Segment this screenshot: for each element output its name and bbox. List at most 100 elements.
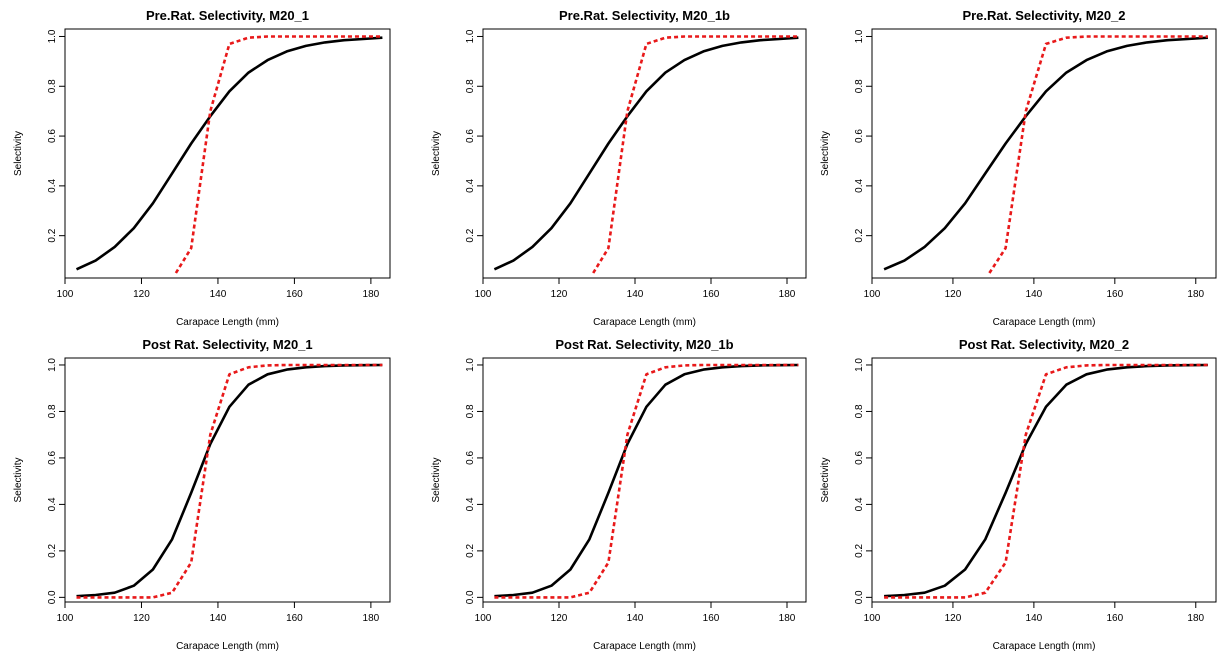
series-line-black-solid bbox=[493, 36, 799, 271]
y-tick-label: 0.2 bbox=[854, 543, 865, 557]
y-tick-label: 0.8 bbox=[854, 404, 865, 418]
y-tick-label: 0.2 bbox=[47, 543, 58, 557]
panel-title: Post Rat. Selectivity, M20_2 bbox=[959, 337, 1129, 352]
x-tick-label: 100 bbox=[57, 289, 74, 300]
x-tick-label: 120 bbox=[945, 289, 962, 300]
x-tick-label: 120 bbox=[133, 289, 150, 300]
x-tick-label: 120 bbox=[133, 613, 150, 624]
y-tick-label: 0.6 bbox=[854, 451, 865, 465]
x-tick-label: 180 bbox=[779, 613, 796, 624]
x-tick-label: 100 bbox=[475, 289, 492, 300]
panel-1: Pre.Rat. Selectivity, M20_1 100 120 140 160 1… bbox=[13, 8, 391, 328]
y-tick-label: 0.8 bbox=[854, 79, 865, 93]
x-tick-label: 140 bbox=[1026, 289, 1043, 300]
x-tick-label: 100 bbox=[57, 613, 74, 624]
x-tick-label: 100 bbox=[475, 613, 492, 624]
x-tick-label: 100 bbox=[864, 289, 881, 300]
y-tick-label: 0.8 bbox=[465, 404, 476, 418]
x-tick-label: 120 bbox=[551, 289, 568, 300]
x-axis-label: Carapace Length (mm) bbox=[593, 641, 696, 652]
y-tick-label: 0.4 bbox=[465, 497, 476, 511]
plot-frame bbox=[482, 357, 807, 603]
y-tick-label: 0.6 bbox=[47, 129, 58, 143]
y-tick-label: 0.6 bbox=[465, 129, 476, 143]
series-line-black-solid bbox=[883, 36, 1208, 271]
x-tick-label: 120 bbox=[945, 613, 962, 624]
series-line-black-solid bbox=[884, 363, 1208, 598]
y-tick-label: 0.0 bbox=[854, 590, 865, 604]
panel-2: Pre.Rat. Selectivity, M20_1b 100 120 140 160… bbox=[431, 8, 807, 328]
y-tick-label: 1.0 bbox=[854, 29, 865, 43]
x-tick-label: 180 bbox=[1187, 613, 1204, 624]
series-line-red-dashed bbox=[592, 35, 799, 274]
y-tick-label: 0.8 bbox=[47, 404, 58, 418]
x-tick-label: 100 bbox=[864, 613, 881, 624]
x-tick-label: 140 bbox=[627, 289, 644, 300]
x-axis-label: Carapace Length (mm) bbox=[176, 641, 279, 652]
plot-frame bbox=[64, 28, 391, 279]
y-tick-label: 1.0 bbox=[47, 29, 58, 43]
y-tick-label: 0.6 bbox=[47, 451, 58, 465]
y-tick-label: 0.6 bbox=[465, 451, 476, 465]
x-tick-label: 160 bbox=[1106, 289, 1123, 300]
y-tick-label: 1.0 bbox=[465, 29, 476, 43]
x-tick-label: 160 bbox=[703, 613, 720, 624]
x-axis-label: Carapace Length (mm) bbox=[993, 641, 1096, 652]
series-line-black-solid bbox=[75, 36, 383, 271]
y-tick-label: 0.4 bbox=[854, 178, 865, 192]
x-axis-label: Carapace Length (mm) bbox=[176, 317, 279, 328]
y-tick-label: 0.4 bbox=[465, 178, 476, 192]
series-line-red-dashed bbox=[174, 35, 383, 274]
series-line-red-dashed bbox=[76, 363, 383, 599]
y-tick-label: 0.0 bbox=[47, 590, 58, 604]
x-tick-label: 160 bbox=[286, 613, 303, 624]
y-tick-label: 0.8 bbox=[465, 79, 476, 93]
series-line-black-solid bbox=[494, 363, 799, 598]
x-tick-label: 180 bbox=[363, 289, 380, 300]
y-tick-label: 1.0 bbox=[465, 358, 476, 372]
y-tick-label: 0.2 bbox=[854, 228, 865, 242]
y-axis-label: Selectivity bbox=[820, 131, 831, 176]
series-line-red-dashed bbox=[494, 363, 799, 599]
y-tick-label: 0.2 bbox=[465, 543, 476, 557]
series-line-red-dashed bbox=[884, 363, 1208, 599]
panel-5: Post Rat. Selectivity, M20_1b 100 120 140 16… bbox=[431, 337, 807, 652]
y-tick-label: 1.0 bbox=[854, 358, 865, 372]
x-tick-label: 160 bbox=[286, 289, 303, 300]
panel-title: Pre.Rat. Selectivity, M20_1 bbox=[146, 8, 309, 23]
panel-3: Pre.Rat. Selectivity, M20_2 100 120 140 160 1… bbox=[820, 8, 1217, 328]
panel-title: Pre.Rat. Selectivity, M20_2 bbox=[962, 8, 1125, 23]
panel-title: Post Rat. Selectivity, M20_1 bbox=[142, 337, 312, 352]
y-tick-label: 0.8 bbox=[47, 79, 58, 93]
series-line-black-solid bbox=[76, 363, 383, 598]
y-tick-label: 0.2 bbox=[465, 228, 476, 242]
y-axis-label: Selectivity bbox=[431, 457, 442, 502]
y-axis-label: Selectivity bbox=[13, 131, 24, 176]
y-tick-label: 0.4 bbox=[47, 497, 58, 511]
x-tick-label: 120 bbox=[551, 613, 568, 624]
y-tick-label: 0.0 bbox=[465, 590, 476, 604]
x-axis-label: Carapace Length (mm) bbox=[993, 317, 1096, 328]
x-tick-label: 160 bbox=[703, 289, 720, 300]
series-line-red-dashed bbox=[988, 35, 1208, 274]
x-tick-label: 140 bbox=[627, 613, 644, 624]
y-tick-label: 1.0 bbox=[47, 358, 58, 372]
x-tick-label: 140 bbox=[210, 289, 227, 300]
y-axis-label: Selectivity bbox=[431, 131, 442, 176]
plot-frame bbox=[871, 357, 1217, 603]
y-tick-label: 0.4 bbox=[47, 178, 58, 192]
y-axis-label: Selectivity bbox=[820, 457, 831, 502]
plot-frame bbox=[482, 28, 807, 279]
panel-title: Post Rat. Selectivity, M20_1b bbox=[555, 337, 733, 352]
x-tick-label: 140 bbox=[210, 613, 227, 624]
x-tick-label: 140 bbox=[1026, 613, 1043, 624]
x-tick-label: 180 bbox=[363, 613, 380, 624]
x-tick-label: 180 bbox=[1187, 289, 1204, 300]
x-axis-label: Carapace Length (mm) bbox=[593, 317, 696, 328]
x-tick-label: 160 bbox=[1106, 613, 1123, 624]
panel-title: Pre.Rat. Selectivity, M20_1b bbox=[559, 8, 730, 23]
y-tick-label: 0.6 bbox=[854, 129, 865, 143]
y-tick-label: 0.2 bbox=[47, 228, 58, 242]
y-axis-label: Selectivity bbox=[13, 457, 24, 502]
